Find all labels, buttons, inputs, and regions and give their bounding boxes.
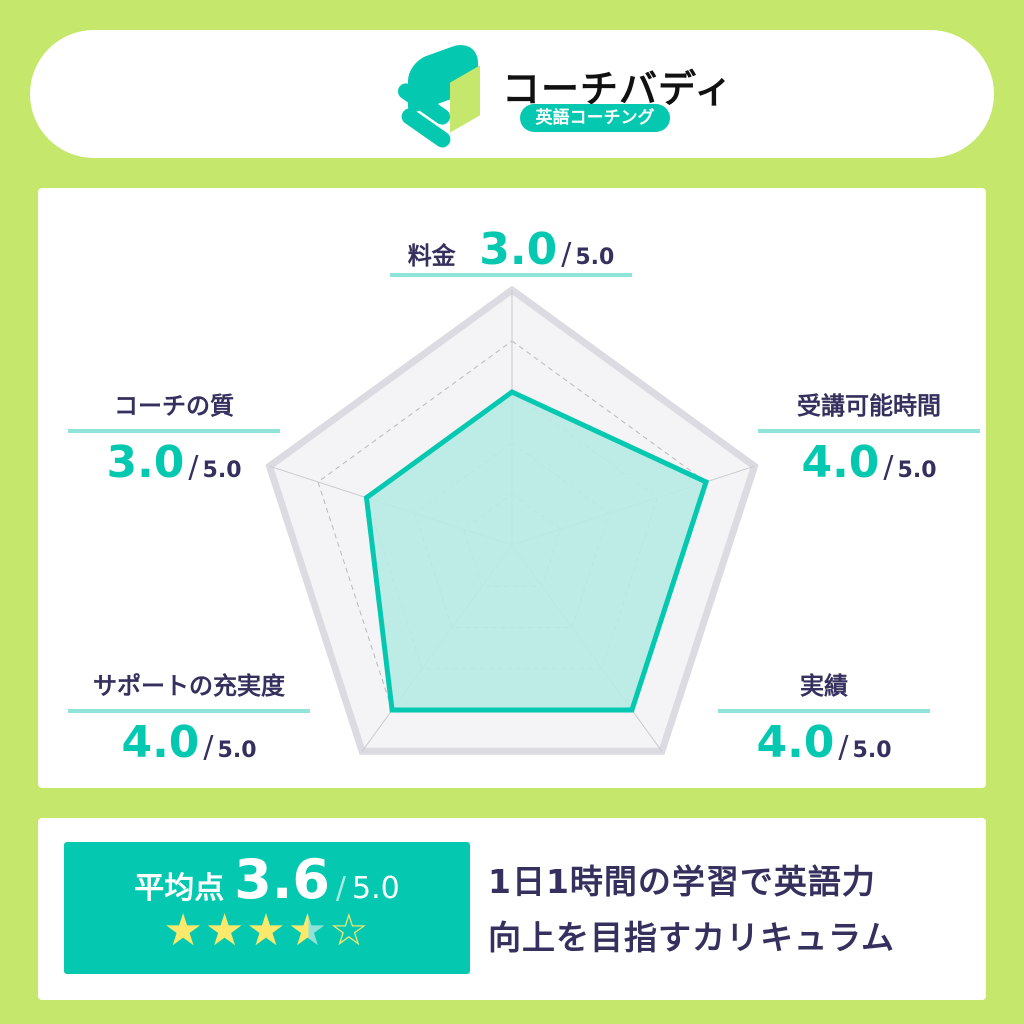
description-line: 1日1時間の学習で英語力 — [488, 862, 876, 901]
star-icon: ★★★ — [163, 905, 288, 956]
radar-data-point — [703, 479, 709, 485]
axis-value: 4.0 — [756, 717, 835, 768]
description-line: 向上を目指すカリキュラム — [488, 918, 896, 957]
axis-label-price: 料金 3.0/5.0 — [390, 224, 632, 281]
divider — [390, 273, 632, 277]
axis-label-hours: 受講可能時間 4.0/5.0 — [758, 386, 980, 488]
axis-label-support: サポートの充実度 4.0/5.0 — [68, 666, 310, 768]
axis-label-coach-quality: コーチの質 3.0/5.0 — [68, 386, 280, 488]
axis-max: 5.0 — [217, 738, 257, 763]
radar-data-point — [389, 707, 395, 713]
half-star-icon: ★ — [287, 905, 330, 956]
axis-value: 4.0 — [801, 437, 880, 488]
axis-max: 5.0 — [897, 458, 937, 483]
tagline-badge: 英語コーチング — [520, 104, 670, 132]
axis-value: 4.0 — [121, 717, 200, 768]
average-score-box: 平均点 3.6/5.0 ★★★★☆ — [64, 842, 470, 974]
divider — [758, 429, 980, 433]
divider — [68, 709, 310, 713]
axis-value: 3.0 — [479, 224, 558, 275]
empty-star-icon: ☆ — [329, 905, 371, 956]
radar-data-area — [363, 389, 710, 713]
axis-label-record: 実績 4.0/5.0 — [718, 666, 930, 768]
radar-data-point — [363, 495, 369, 501]
axis-max: 5.0 — [575, 245, 615, 270]
radar-card: 料金 3.0/5.0 受講可能時間 4.0/5.0 実績 4.0/5.0 サポー… — [38, 188, 986, 788]
axis-name: 実績 — [800, 672, 848, 700]
axis-max: 5.0 — [852, 738, 892, 763]
radar-grid-ring — [317, 340, 707, 711]
star-rating: ★★★★☆ — [64, 905, 470, 956]
logo-icon — [390, 37, 490, 151]
radar-chart — [265, 285, 759, 755]
divider — [718, 709, 930, 713]
axis-name: 受講可能時間 — [797, 392, 941, 420]
divider — [68, 429, 280, 433]
axis-name: サポートの充実度 — [93, 672, 285, 700]
description: 1日1時間の学習で英語力 向上を目指すカリキュラム — [488, 854, 895, 966]
axis-value: 3.0 — [106, 437, 185, 488]
radar-data-point — [509, 389, 515, 395]
average-label: 平均点 — [134, 871, 225, 906]
average-score: 3.6 — [234, 848, 330, 911]
axis-name: 料金 — [407, 242, 456, 270]
brand-name: コーチバディ — [502, 67, 734, 111]
axis-max: 5.0 — [202, 458, 242, 483]
summary-card: 平均点 3.6/5.0 ★★★★☆ 1日1時間の学習で英語力 向上を目指すカリキュ… — [38, 818, 986, 1000]
axis-name: コーチの質 — [114, 392, 234, 420]
average-max: 5.0 — [352, 871, 400, 906]
radar-data-point — [629, 707, 635, 713]
header: コーチバディ 英語コーチング — [30, 30, 994, 158]
